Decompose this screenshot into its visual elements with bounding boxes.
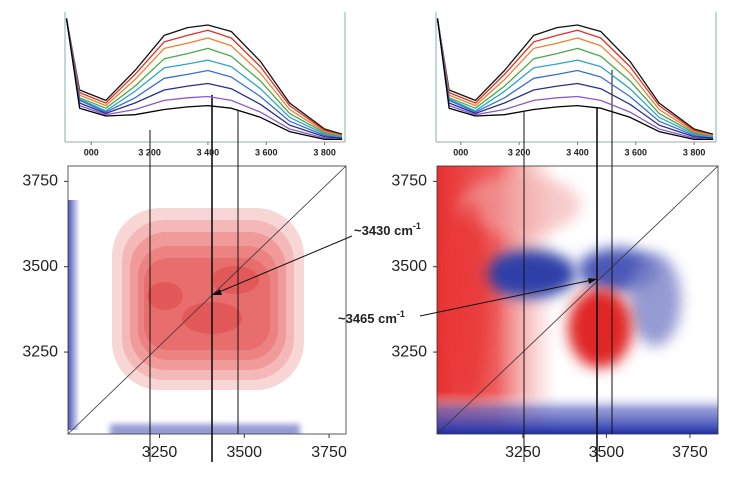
x-tick-label: 3500 <box>226 444 262 461</box>
blue-region <box>629 254 681 346</box>
spectrum-line <box>65 18 343 141</box>
contour <box>211 266 259 294</box>
map-frame <box>436 165 719 435</box>
y-tick-label: 3500 <box>22 258 58 275</box>
y-tick-label: 3750 <box>391 173 427 190</box>
red-region <box>568 288 632 368</box>
spectrum-line <box>65 18 343 138</box>
x-tick-label: 3 200 <box>138 147 161 157</box>
spectrum-line <box>65 18 343 139</box>
annotation: ~3465 cm-1 <box>338 309 405 326</box>
y-tick-label: 3250 <box>22 343 58 360</box>
arrow <box>211 235 353 296</box>
x-tick-label: 3250 <box>505 444 541 461</box>
spectrum-line <box>65 18 343 137</box>
map-frame <box>67 165 347 435</box>
spectrum-line <box>436 18 714 135</box>
x-tick-label: 3750 <box>311 444 347 461</box>
blue-region <box>437 392 718 434</box>
x-tick-label: 3750 <box>672 444 708 461</box>
diagonal <box>436 165 719 435</box>
guide-lines <box>149 70 613 462</box>
annotation-text: ~3465 cm <box>338 311 397 326</box>
blue-edge <box>110 424 300 434</box>
blue-region <box>484 250 576 298</box>
spectrum-line <box>65 18 343 139</box>
x-tick-label: 3 400 <box>197 147 220 157</box>
x-tick-label: 3 800 <box>683 147 706 157</box>
x-tick-label: 3 600 <box>255 147 278 157</box>
spectra <box>65 18 343 141</box>
spectrum-line <box>65 18 343 141</box>
x-tick-label: 3 800 <box>313 147 336 157</box>
right-map-contours <box>437 166 718 434</box>
arrow <box>419 278 598 317</box>
spectrum-line <box>436 18 714 139</box>
blue-edge <box>68 200 80 430</box>
x-tick-label: 3 600 <box>625 147 648 157</box>
x-tick-label: 000 <box>453 147 468 157</box>
x-tick-label: 3500 <box>589 444 625 461</box>
annotation-text: ~3430 cm <box>354 223 413 238</box>
spectrum-line <box>436 18 714 137</box>
arrowhead <box>588 278 597 284</box>
y-tick-label: 3750 <box>22 173 58 190</box>
spectrum-line <box>436 18 714 138</box>
x-tick-label: 3 400 <box>566 147 589 157</box>
annotation: ~3430 cm-1 <box>354 221 421 238</box>
red-region <box>460 175 580 235</box>
contour <box>147 282 183 310</box>
spectrum-line <box>436 18 714 141</box>
arrowhead <box>212 289 222 295</box>
spectrum-line <box>436 18 714 141</box>
y-tick-label: 3500 <box>391 258 427 275</box>
annotation-superscript: -1 <box>397 309 405 319</box>
diagonal <box>67 165 347 435</box>
spectra <box>436 18 714 141</box>
spectrum-line <box>65 18 343 138</box>
x-tick-label: 3 200 <box>508 147 531 157</box>
red-region <box>450 200 490 400</box>
annotation-superscript: -1 <box>413 221 421 231</box>
spectrum-line <box>65 18 343 135</box>
spectrum-line <box>436 18 714 138</box>
spectrum-line <box>436 18 714 137</box>
spectrum-line <box>65 18 343 137</box>
x-tick-label: 3250 <box>142 444 178 461</box>
spectrum-line <box>436 18 714 139</box>
y-tick-label: 3250 <box>391 343 427 360</box>
left-map-contours <box>68 200 304 434</box>
x-tick-label: 000 <box>84 147 99 157</box>
